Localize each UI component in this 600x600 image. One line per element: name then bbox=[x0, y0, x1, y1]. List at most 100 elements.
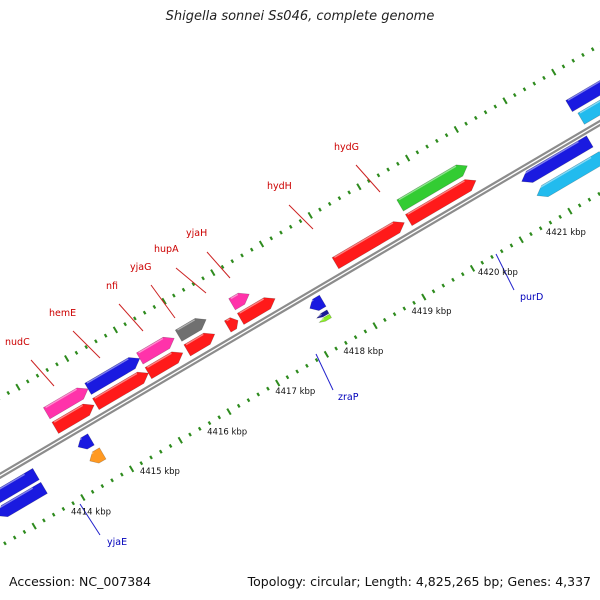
tick-mark bbox=[318, 207, 322, 212]
tick-mark bbox=[210, 269, 216, 277]
tick-mark bbox=[542, 75, 546, 80]
reverse-inner-2 bbox=[88, 447, 107, 464]
forward-inner-6 bbox=[236, 297, 276, 325]
tick-mark bbox=[305, 363, 309, 368]
tick-mark bbox=[425, 144, 429, 149]
gene-label-yjaG: yjaG bbox=[130, 262, 151, 273]
tick-mark bbox=[453, 125, 459, 133]
leader-line bbox=[30, 359, 55, 387]
tick-mark bbox=[197, 426, 202, 431]
tick-mark bbox=[288, 224, 293, 229]
tick-mark bbox=[480, 260, 485, 265]
forward-outer-5 bbox=[228, 292, 250, 311]
tick-mark bbox=[90, 489, 95, 494]
reverse-outer-2 bbox=[76, 433, 95, 450]
tick-mark bbox=[161, 297, 167, 305]
tick-mark bbox=[522, 87, 527, 92]
tick-mark bbox=[207, 420, 212, 426]
leader-line bbox=[288, 204, 314, 230]
gene-label-hydH: hydH bbox=[267, 181, 292, 192]
tick-mark bbox=[490, 254, 494, 260]
tick-mark bbox=[80, 493, 86, 502]
leader-line bbox=[79, 503, 101, 536]
tick-mark bbox=[25, 379, 30, 384]
tick-mark bbox=[493, 104, 498, 109]
tick-mark bbox=[275, 379, 281, 387]
tick-mark bbox=[240, 253, 244, 258]
tick-mark bbox=[551, 68, 557, 76]
tick-mark bbox=[538, 226, 543, 231]
tick-mark bbox=[15, 383, 21, 391]
genome-backbone bbox=[0, 119, 600, 480]
tick-mark bbox=[396, 161, 400, 166]
gene-label-zraP: zraP bbox=[338, 392, 359, 403]
tick-mark bbox=[103, 333, 108, 338]
backbone-line bbox=[0, 119, 600, 476]
tick-mark bbox=[460, 272, 465, 277]
tick-label: 4420 kbp bbox=[478, 268, 518, 278]
tick-mark bbox=[464, 121, 468, 126]
forward-outer-6 bbox=[396, 164, 468, 212]
tick-mark bbox=[415, 150, 420, 155]
gene-label-yjaE: yjaE bbox=[107, 537, 127, 548]
tick-mark bbox=[246, 398, 251, 403]
tick-dots bbox=[0, 40, 600, 546]
forward-inner-1 bbox=[51, 403, 95, 434]
tick-mark bbox=[119, 472, 124, 477]
tick-mark bbox=[334, 346, 338, 351]
tick-mark bbox=[269, 236, 274, 241]
forward-inner-3 bbox=[144, 351, 184, 380]
leader-line bbox=[315, 353, 334, 391]
tick-mark bbox=[22, 529, 27, 534]
reverse-inner-4 bbox=[318, 313, 332, 324]
tick-mark bbox=[217, 415, 222, 420]
gene-label-nudC: nudC bbox=[5, 337, 30, 348]
tick-mark bbox=[314, 357, 319, 363]
tick-mark bbox=[337, 196, 342, 201]
tick-mark bbox=[366, 178, 371, 184]
leader-line bbox=[355, 164, 381, 193]
topology-text: Topology: circular; Length: 4,825,265 bp… bbox=[247, 574, 591, 589]
tick-mark bbox=[469, 264, 476, 272]
tick-mark bbox=[188, 432, 192, 437]
tick-mark bbox=[561, 64, 566, 69]
reverse-inner-1 bbox=[0, 481, 48, 518]
map-title: Shigella sonnei Ss046, complete genome bbox=[165, 9, 435, 24]
tick-mark bbox=[61, 506, 66, 512]
tick-mark bbox=[347, 190, 352, 195]
tick-mark bbox=[567, 207, 573, 215]
tick-mark bbox=[220, 264, 225, 269]
tick-mark bbox=[376, 173, 381, 178]
tick-mark bbox=[502, 97, 508, 105]
tick-mark bbox=[31, 522, 37, 530]
tick-mark bbox=[191, 282, 196, 287]
leader-line bbox=[118, 303, 144, 332]
tick-labels: 4414 kbp 4415 kbp 4416 kbp 4417 kbp 4418 kbp… bbox=[71, 228, 586, 517]
tick-label: 4415 kbp bbox=[140, 467, 180, 477]
forward-inner-8 bbox=[404, 179, 477, 227]
tick-mark bbox=[344, 340, 348, 345]
tick-mark bbox=[181, 287, 186, 292]
tick-mark bbox=[226, 408, 232, 416]
tick-mark bbox=[236, 403, 241, 408]
tick-mark bbox=[444, 133, 449, 138]
tick-mark bbox=[529, 231, 533, 237]
gene-label-hydG: hydG bbox=[334, 142, 359, 153]
tick-mark bbox=[298, 219, 303, 224]
leader-line bbox=[206, 251, 231, 279]
leader-line bbox=[495, 253, 515, 291]
tick-mark bbox=[386, 167, 390, 172]
accession-text: Accession: NC_007384 bbox=[9, 574, 152, 589]
tick-mark bbox=[590, 47, 595, 52]
tick-mark bbox=[356, 183, 362, 191]
tick-mark bbox=[123, 322, 127, 327]
tick-mark bbox=[152, 304, 157, 310]
tick-mark bbox=[512, 93, 517, 98]
backbone-line bbox=[0, 123, 600, 480]
tick-mark bbox=[307, 211, 313, 219]
reverse-outer-4 bbox=[520, 135, 594, 183]
reverse-inner-5 bbox=[535, 151, 600, 198]
tick-mark bbox=[353, 335, 358, 340]
